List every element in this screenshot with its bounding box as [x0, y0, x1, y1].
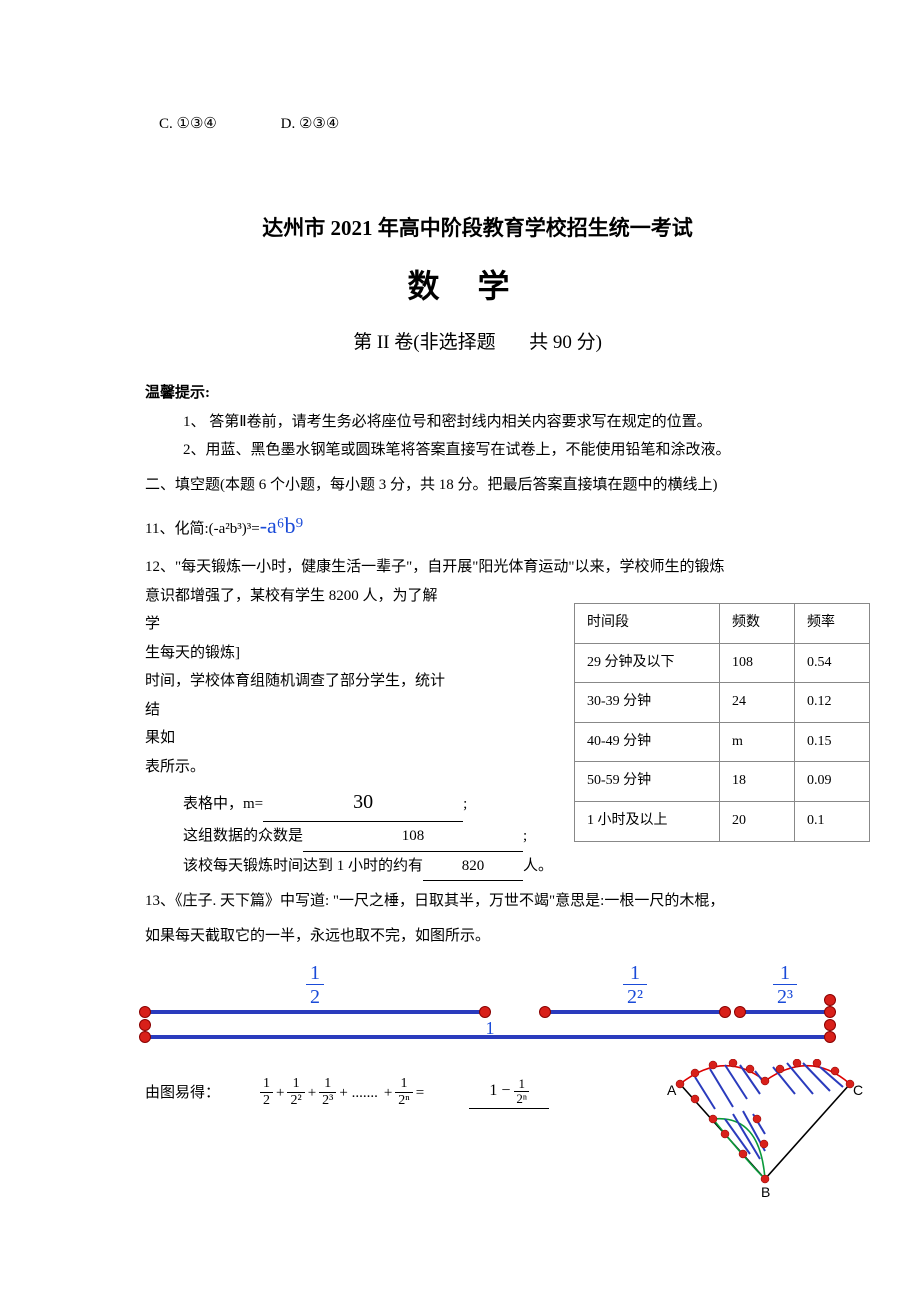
dots: + .......: [339, 1079, 377, 1108]
table-row: 0.15: [795, 722, 870, 762]
frac-half-d: 2: [306, 985, 324, 1009]
t3d: 2³: [319, 1093, 336, 1110]
q13-prefix: 由图易得：: [145, 1079, 220, 1108]
q13-line2: 如果每天截取它的一半，永远也取不完，如图所示。: [145, 922, 810, 951]
frac-q-d: 2²: [623, 985, 647, 1009]
th-freq: 频数: [720, 604, 795, 644]
q11: 11、化简:(-a²b³)³=-a⁶b⁹: [145, 505, 810, 547]
table-row: 0.54: [795, 643, 870, 683]
series-expression: 12 + 12² + 12³ + ....... + 12ⁿ =: [260, 1076, 427, 1109]
q11-stem: 11、化简:(-a²b³)³=: [145, 521, 260, 537]
q12-line4: 时间，学校体育组随机调查了部分学生，统计结: [145, 667, 445, 724]
q12-line2: 意识都增强了，某校有学生 8200 人，为了解学: [145, 582, 445, 639]
table-row: 0.12: [795, 683, 870, 723]
t2n: 1: [287, 1076, 304, 1092]
t1d: 2: [260, 1093, 273, 1110]
subtitle: 第 II 卷(非选择题 共 90 分): [145, 325, 810, 361]
q11-answer: -a⁶b⁹: [260, 513, 303, 538]
table-row: m: [720, 722, 795, 762]
table-row: 0.09: [795, 762, 870, 802]
q12-line3: 生每天的锻炼]: [145, 639, 445, 668]
th-time: 时间段: [575, 604, 720, 644]
q12-m-label: 表格中，m=: [183, 796, 263, 812]
option-c: C. ①③④: [159, 116, 217, 132]
q12-mode-label: 这组数据的众数是: [183, 828, 303, 844]
table-row: 0.1: [795, 802, 870, 842]
tip-1: 1、 答第Ⅱ卷前，请考生务必将座位号和密封线内相关内容要求写在规定的位置。: [183, 408, 810, 437]
tips-heading: 温馨提示:: [145, 379, 810, 408]
q12-line1: 12、"每天锻炼一小时，健康生活一辈子"，自开展"阳光体育运动"以来，学校师生的…: [145, 553, 810, 582]
frac-half-n: 1: [306, 962, 324, 985]
rn: 1: [514, 1077, 529, 1092]
t1n: 1: [260, 1076, 273, 1092]
eq: =: [416, 1079, 424, 1108]
q12-count-value: 820: [423, 852, 523, 882]
series-result: 1 − 12ⁿ: [469, 1076, 549, 1109]
bottom-figure: A C B: [665, 1059, 865, 1189]
th-rate: 频率: [795, 604, 870, 644]
tip-2: 2、用蓝、黑色墨水钢笔或圆珠笔将答案直接写在试卷上，不能使用铅笔和涂改液。: [183, 436, 810, 465]
q12-m-value: 30: [263, 783, 463, 822]
option-d: D. ②③④: [281, 116, 340, 132]
label-C: C: [853, 1077, 863, 1104]
table-row: 20: [720, 802, 795, 842]
frac-e-d: 2³: [773, 985, 797, 1009]
table-row: 1 小时及以上: [575, 802, 720, 842]
q12-count-label-post: 人。: [523, 858, 553, 874]
frequency-table: 时间段 频数 频率 29 分钟及以下 108 0.54 30-39 分钟 24 …: [574, 603, 870, 842]
frac-q-n: 1: [623, 962, 647, 985]
q12-mode-value: 108: [303, 822, 523, 852]
t2d: 2²: [287, 1093, 304, 1110]
frac-e-n: 1: [773, 962, 797, 985]
table-row: 30-39 分钟: [575, 683, 720, 723]
table-row: 18: [720, 762, 795, 802]
stick-diagram: 1 2 1 2² 1 2³ 1: [145, 960, 835, 1060]
tnn: 1: [395, 1076, 412, 1092]
subject-title: 数学: [145, 256, 810, 317]
section-2-heading: 二、填空题(本题 6 个小题，每小题 3 分，共 18 分。把最后答案直接填在题…: [145, 471, 810, 500]
table-row: 50-59 分钟: [575, 762, 720, 802]
label-B: B: [761, 1179, 770, 1206]
subtitle-prefix: 第 II 卷(非选择题: [353, 332, 495, 353]
subtitle-suffix: 共 90 分): [529, 332, 602, 353]
exam-title: 达州市 2021 年高中阶段教育学校招生统一考试: [145, 209, 810, 249]
tnd: 2ⁿ: [395, 1093, 412, 1110]
q12-count-label-pre: 该校每天锻炼时间达到 1 小时的约有: [183, 858, 423, 874]
rd: 2ⁿ: [514, 1092, 529, 1106]
t3n: 1: [319, 1076, 336, 1092]
table-row: 108: [720, 643, 795, 683]
label-A: A: [667, 1077, 676, 1104]
table-row: 40-49 分钟: [575, 722, 720, 762]
table-row: 29 分钟及以下: [575, 643, 720, 683]
one-label: 1: [486, 1011, 495, 1045]
q12-line5: 果如: [145, 724, 445, 753]
q13-line1: 13、《庄子. 天下篇》中写道: "一尺之棰，日取其半，万世不竭"意思是:一根一…: [145, 887, 810, 916]
table-row: 24: [720, 683, 795, 723]
q12-line6: 表所示。: [145, 753, 445, 782]
